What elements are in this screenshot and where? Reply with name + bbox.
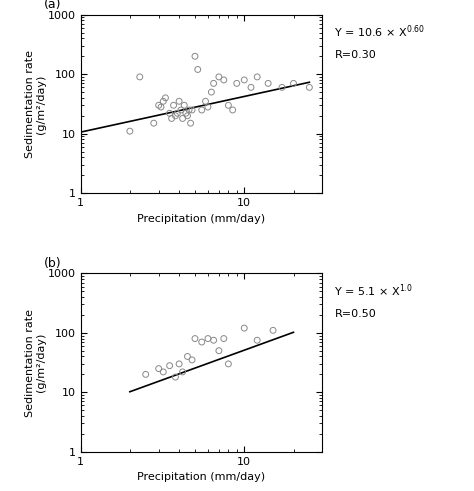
Point <box>208 88 215 96</box>
Point <box>177 106 185 114</box>
Y-axis label: Sedimentation rate
(g/m²/day): Sedimentation rate (g/m²/day) <box>25 308 46 416</box>
Point <box>184 353 191 360</box>
Point <box>202 97 210 105</box>
Point <box>254 336 261 344</box>
Point <box>194 66 201 74</box>
Point <box>247 83 255 91</box>
Point <box>159 97 167 105</box>
Point <box>191 335 199 343</box>
Point <box>215 347 223 355</box>
Point <box>166 362 173 370</box>
Point <box>175 360 183 368</box>
Point <box>269 327 277 334</box>
Point <box>204 103 212 111</box>
Point <box>179 114 186 122</box>
Point <box>173 109 181 117</box>
Y-axis label: Sedimentation rate
(g/m²/day): Sedimentation rate (g/m²/day) <box>25 50 46 158</box>
Point <box>188 356 196 364</box>
Point <box>185 106 193 114</box>
Point <box>182 109 190 117</box>
Point <box>181 101 188 109</box>
Point <box>126 127 134 135</box>
X-axis label: Precipitation (mm/day): Precipitation (mm/day) <box>137 214 265 223</box>
Point <box>159 368 167 376</box>
Point <box>168 114 175 122</box>
Point <box>225 360 232 368</box>
Point <box>233 80 240 87</box>
Point <box>166 109 173 117</box>
Point <box>210 80 218 87</box>
Point <box>215 73 223 81</box>
Point <box>278 83 286 91</box>
Point <box>187 119 194 127</box>
Text: R=0.50: R=0.50 <box>335 309 376 319</box>
Point <box>264 80 272 87</box>
Point <box>184 112 191 120</box>
Point <box>191 53 199 60</box>
Point <box>157 103 165 111</box>
Point <box>290 80 297 87</box>
Point <box>155 101 163 109</box>
Point <box>172 112 179 120</box>
Text: R=0.30: R=0.30 <box>335 51 376 60</box>
Point <box>142 370 149 378</box>
Point <box>198 106 206 114</box>
Point <box>220 335 228 343</box>
Point <box>210 336 218 344</box>
Point <box>155 365 163 373</box>
Point <box>136 73 144 81</box>
X-axis label: Precipitation (mm/day): Precipitation (mm/day) <box>137 472 265 482</box>
Point <box>198 338 206 346</box>
Text: (a): (a) <box>45 0 62 11</box>
Point <box>306 83 313 91</box>
Point <box>175 97 183 105</box>
Point <box>172 373 179 381</box>
Point <box>150 119 157 127</box>
Point <box>240 324 248 332</box>
Point <box>229 106 237 114</box>
Text: (b): (b) <box>45 257 62 270</box>
Text: Y = 10.6 × X$^{0.60}$: Y = 10.6 × X$^{0.60}$ <box>335 24 425 40</box>
Point <box>204 335 212 343</box>
Point <box>162 94 169 102</box>
Point <box>225 101 232 109</box>
Point <box>220 76 228 84</box>
Point <box>170 101 177 109</box>
Text: Y = 5.1 × X$^{1.0}$: Y = 5.1 × X$^{1.0}$ <box>335 282 413 299</box>
Point <box>254 73 261 81</box>
Point <box>240 76 248 84</box>
Point <box>179 368 186 376</box>
Point <box>188 106 196 114</box>
